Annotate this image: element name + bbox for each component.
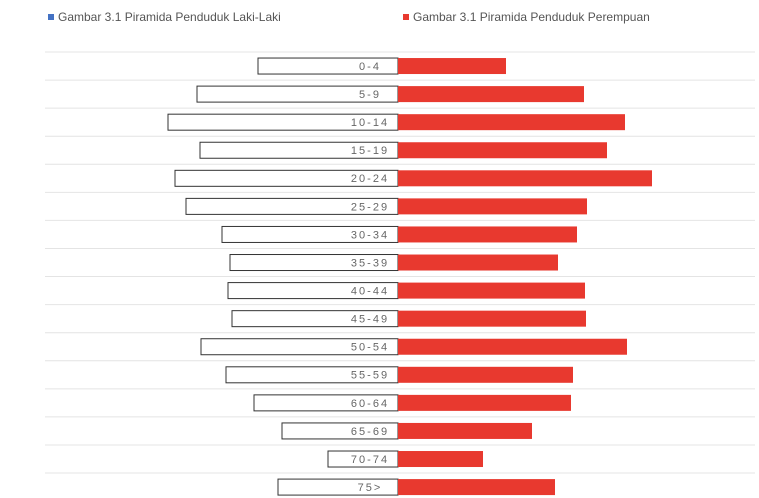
female-bar: [398, 198, 587, 215]
category-label: 70-74: [351, 454, 389, 466]
category-label: 50-54: [351, 342, 389, 354]
category-label: 30-34: [351, 229, 389, 241]
female-bar: [398, 422, 532, 439]
female-bar: [398, 86, 584, 103]
legend-label: Gambar 3.1 Piramida Penduduk Laki-Laki: [58, 10, 281, 24]
female-bar: [398, 170, 652, 187]
category-label: 15-19: [351, 145, 389, 157]
female-bar: [398, 254, 558, 271]
category-label: 65-69: [351, 426, 389, 438]
category-label: 20-24: [351, 173, 389, 185]
legend-label: Gambar 3.1 Piramida Penduduk Perempuan: [413, 10, 650, 24]
category-label: 55-59: [351, 370, 389, 382]
category-label: 5-9: [359, 89, 381, 101]
category-label: 10-14: [351, 117, 389, 129]
category-label: 0-4: [359, 61, 381, 73]
legend-swatch: [48, 14, 54, 20]
female-bar: [398, 58, 506, 75]
female-bar: [398, 114, 625, 131]
legend-swatch: [403, 14, 409, 20]
category-label: 60-64: [351, 398, 389, 410]
female-bar: [398, 394, 571, 411]
female-bar: [398, 142, 607, 159]
female-bar: [398, 451, 483, 468]
female-bar: [398, 479, 555, 496]
category-label: 40-44: [351, 286, 389, 298]
female-bar: [398, 310, 586, 327]
category-label: 45-49: [351, 314, 389, 326]
female-bar: [398, 282, 585, 299]
category-label: 35-39: [351, 257, 389, 269]
female-bar: [398, 338, 627, 355]
category-label: 75>: [358, 482, 383, 494]
female-bar: [398, 366, 573, 383]
category-label: 25-29: [351, 201, 389, 213]
female-bar: [398, 226, 577, 243]
